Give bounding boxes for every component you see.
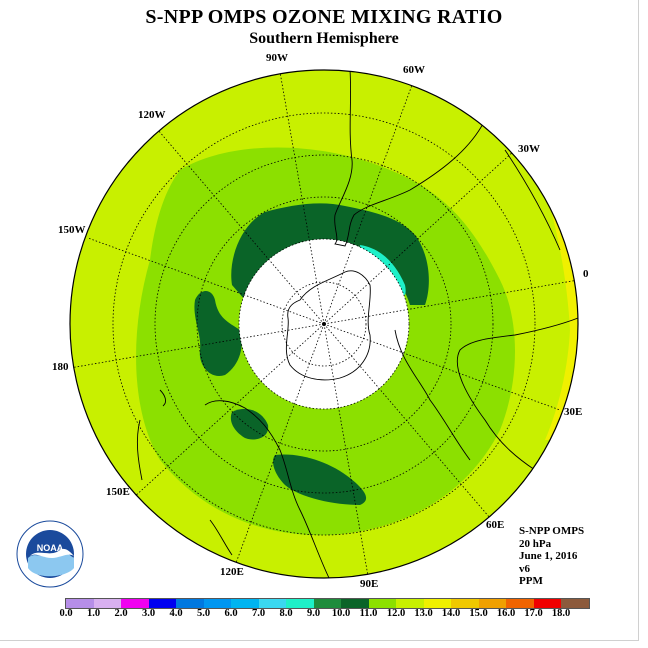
ozone-band-10-left [194,291,242,376]
colorbar-tick-label: 4.0 [169,608,183,619]
south-pole-marker [322,322,326,326]
colorbar-tick-label: 7.0 [251,608,266,619]
colorbar-segment [258,599,286,608]
info-date: June 1, 2016 [519,550,578,562]
figure-frame [0,0,639,641]
colorbar-tick-label: 10.0 [331,608,351,619]
ozone-band-10-bottom [273,454,367,505]
colorbar-segment [148,599,176,608]
colorbar-tick-label: 6.0 [224,608,238,619]
lon-label-30e: 30E [564,406,582,418]
colorbar-tick-label: 12.0 [386,608,406,619]
colorbar-segment [313,599,341,608]
colorbar-tick-label: 16.0 [496,608,516,619]
colorbar-segment [66,599,94,608]
colorbar-tick-label: 3.0 [141,608,156,619]
colorbar-segment [286,599,314,608]
colorbar-segment [451,599,479,608]
lon-label-30w: 30W [518,143,540,155]
ozone-band-10-upper [231,203,429,305]
info-level: 20 hPa [519,537,552,550]
colorbar-tick-label: 5.0 [196,608,211,619]
colorbar-segment [93,599,121,608]
lon-label-90e: 90E [360,578,378,590]
lon-label-180: 180 [52,361,69,373]
colorbar-tick-label: 8.0 [279,608,293,619]
info-version: v6 [519,562,530,575]
colorbar-segment [561,599,589,608]
info-block: S-NPP OMPS 20 hPa June 1, 2016 v6 PPM [519,525,584,588]
map-subtitle: Southern Hemisphere [249,30,399,47]
colorbar-tick-label: 15.0 [469,608,488,619]
colorbar-segment [478,599,506,608]
lon-label-150e: 150E [106,486,130,498]
colorbar-segment [423,599,451,608]
colorbar-segment [341,599,369,608]
info-units: PPM [519,575,543,587]
lon-label-150w: 150W [58,224,86,236]
colorbar-segment [368,599,396,608]
map-title: S-NPP OMPS OZONE MIXING RATIO [145,6,503,28]
lon-label-0: 0 [583,268,589,280]
lon-label-90w: 90W [266,52,288,64]
colorbar-tick-label: 17.0 [524,608,543,619]
lon-label-60e: 60E [486,519,504,531]
noaa-logo-text: NOAA [37,543,64,553]
noaa-logo-icon: NOAA [16,520,84,588]
colorbar-segment [396,599,424,608]
colorbar-tick-label: 11.0 [359,608,378,619]
colorbar [65,598,590,609]
colorbar-segment [121,599,149,608]
colorbar-tick-label: 9.0 [306,608,321,619]
colorbar-tick-label: 1.0 [86,608,101,619]
colorbar-segment [203,599,231,608]
colorbar-tick-label: 18.0 [551,608,571,619]
ozone-band-10-lower-left [230,408,269,440]
colorbar-tick-label: 13.0 [414,608,433,619]
lon-label-120e: 120E [220,566,244,578]
colorbar-tick-label: 2.0 [114,608,128,619]
colorbar-segment [176,599,204,608]
colorbar-segment [533,599,561,608]
map-border [69,69,579,579]
colorbar-ticks: 0.0 1.0 2.0 3.0 4.0 5.0 6.0 7.0 8.0 9.0 10.0 11.0 12… [0,608,648,622]
coastlines [136,70,578,578]
info-instrument: S-NPP OMPS [519,525,585,537]
colorbar-tick-label: 0.0 [59,608,73,619]
graticule [70,71,578,577]
colorbar-tick-label: 14.0 [441,608,461,619]
lon-label-120w: 120W [138,109,166,121]
colorbar-segment [231,599,259,608]
colorbar-segment [506,599,534,608]
lon-label-60w: 60W [403,64,425,76]
